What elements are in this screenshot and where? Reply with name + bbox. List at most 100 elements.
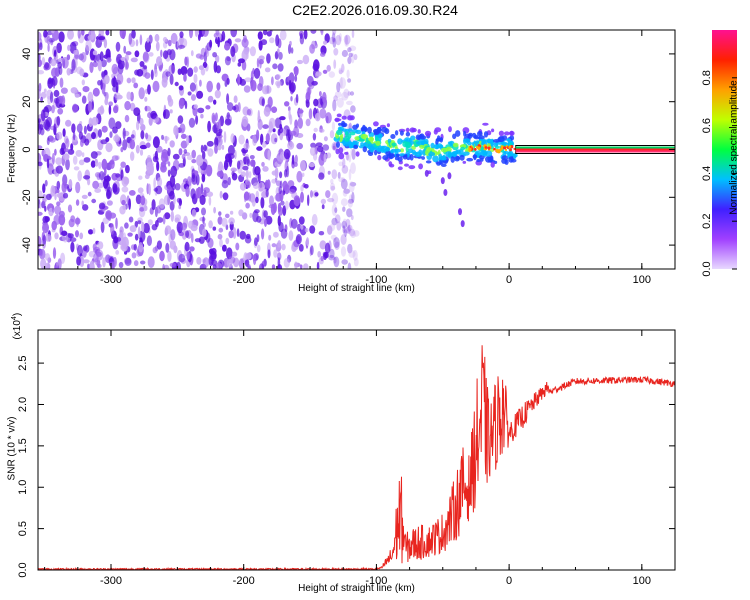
- noise-blob: [131, 30, 136, 39]
- noise-blob: [63, 148, 69, 153]
- signal-core: [477, 144, 481, 148]
- x-tick-label: 0: [506, 274, 512, 286]
- noise-blob: [278, 51, 283, 60]
- noise-blob: [162, 36, 168, 43]
- noise-blob: [213, 206, 217, 214]
- signal-blob: [404, 137, 411, 142]
- noise-blob: [174, 81, 179, 87]
- signal-blob: [355, 129, 362, 135]
- noise-blob: [67, 44, 71, 52]
- signal-blob: [400, 148, 404, 153]
- noise-blob: [127, 232, 133, 237]
- noise-blob: [275, 192, 282, 202]
- noise-blob: [233, 95, 238, 103]
- noise-blob: [113, 92, 121, 99]
- noise-blob: [349, 91, 355, 96]
- noise-blob: [191, 94, 196, 101]
- noise-blob: [128, 216, 134, 223]
- noise-blob: [77, 170, 82, 182]
- noise-blob: [238, 258, 245, 269]
- noise-blob: [235, 242, 240, 251]
- noise-blob: [90, 151, 98, 159]
- noise-blob: [50, 185, 56, 197]
- signal-blob: [498, 130, 504, 137]
- noise-blob: [218, 227, 224, 233]
- signal-core: [513, 147, 516, 151]
- noise-blob: [180, 140, 188, 149]
- noise-blob: [202, 222, 206, 228]
- noise-blob: [164, 156, 169, 165]
- noise-blob: [234, 38, 242, 43]
- noise-blob: [347, 56, 352, 65]
- noise-blob: [92, 50, 98, 56]
- noise-blob: [55, 157, 63, 166]
- noise-blob: [214, 89, 221, 99]
- noise-blob: [78, 159, 85, 166]
- noise-blob: [245, 233, 251, 240]
- noise-blob: [313, 152, 318, 161]
- noise-blob: [128, 198, 132, 210]
- signal-blob: [482, 122, 489, 126]
- signal-blob: [347, 115, 353, 121]
- noise-blob: [300, 191, 304, 203]
- signal-core: [508, 145, 512, 148]
- noise-blob: [237, 73, 241, 86]
- noise-blob: [145, 142, 151, 148]
- noise-blob: [333, 48, 339, 56]
- noise-blob: [61, 230, 68, 237]
- noise-blob: [320, 198, 327, 205]
- noise-blob: [67, 148, 75, 155]
- noise-blob: [163, 264, 170, 269]
- noise-blob: [56, 115, 61, 126]
- noise-blob: [317, 145, 324, 153]
- noise-blob: [158, 64, 163, 72]
- noise-blob: [323, 136, 328, 142]
- noise-blob: [282, 180, 288, 191]
- noise-blob: [39, 249, 43, 257]
- noise-blob: [41, 57, 46, 66]
- noise-blob: [62, 192, 69, 199]
- snr-multiplier-close: ): [12, 312, 24, 317]
- noise-blob: [319, 108, 327, 119]
- outlier-blob: [447, 172, 452, 180]
- noise-blob: [348, 228, 356, 237]
- signal-core: [503, 146, 507, 150]
- noise-blob: [246, 181, 251, 189]
- noise-blob: [40, 109, 46, 122]
- noise-blob: [133, 82, 139, 89]
- noise-blob: [248, 264, 251, 269]
- noise-blob: [220, 165, 225, 171]
- noise-blob: [101, 125, 108, 133]
- noise-blob: [90, 160, 96, 168]
- noise-blob: [260, 39, 268, 46]
- noise-blob: [230, 30, 237, 38]
- signal-blob: [468, 132, 473, 137]
- noise-blob: [146, 37, 150, 43]
- noise-blob: [339, 77, 346, 89]
- noise-blob: [139, 144, 148, 150]
- signal-blob: [362, 146, 367, 153]
- noise-blob: [243, 142, 250, 150]
- signal-blob: [336, 113, 342, 118]
- noise-blob: [121, 176, 129, 187]
- signal-blob: [381, 126, 388, 133]
- noise-blob: [38, 119, 41, 132]
- noise-blob: [336, 81, 341, 93]
- x-tick-label: -200: [233, 575, 255, 587]
- noise-blob: [38, 70, 45, 75]
- noise-blob: [342, 206, 346, 212]
- signal-core: [473, 148, 477, 151]
- noise-blob: [322, 69, 328, 74]
- noise-blob: [139, 34, 143, 46]
- noise-blob: [207, 95, 214, 103]
- noise-blob: [267, 249, 271, 259]
- noise-blob: [279, 116, 286, 121]
- noise-blob: [144, 96, 148, 102]
- noise-blob: [49, 137, 56, 143]
- noise-blob: [154, 69, 158, 78]
- noise-blob: [52, 247, 57, 259]
- noise-blob: [337, 171, 341, 179]
- noise-blob: [350, 230, 356, 238]
- noise-blob: [325, 112, 332, 124]
- noise-blob: [258, 187, 264, 192]
